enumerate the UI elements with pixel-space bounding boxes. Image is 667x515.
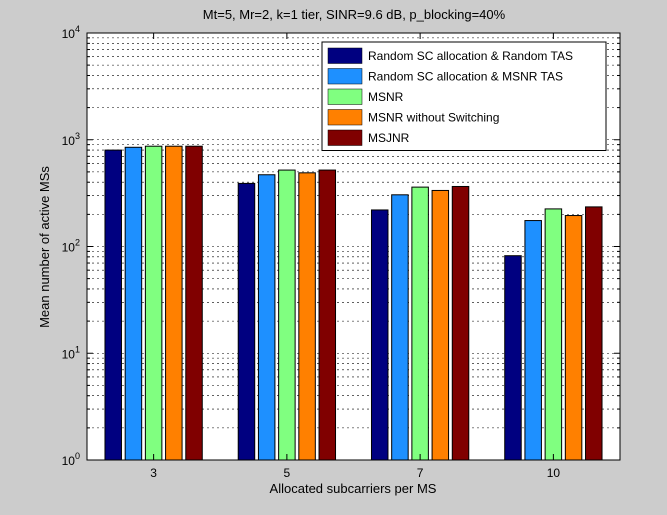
legend-swatch — [327, 88, 363, 105]
bar — [564, 215, 583, 461]
legend-swatch — [327, 68, 363, 85]
bar — [124, 146, 143, 461]
bar — [524, 220, 542, 461]
y-tick-label: 103 — [62, 131, 80, 148]
bar — [257, 174, 276, 461]
y-axis-label: Mean number of active MSs — [37, 166, 52, 328]
bar — [165, 145, 183, 461]
bar — [298, 172, 316, 461]
y-tick-label: 104 — [62, 24, 80, 41]
x-tick-label: 10 — [547, 466, 561, 480]
chart-title: Mt=5, Mr=2, k=1 tier, SINR=9.6 dB, p_blo… — [203, 7, 506, 22]
y-tick-label: 100 — [62, 451, 80, 468]
y-tick-label: 102 — [62, 238, 80, 255]
legend-label: MSJNR — [368, 131, 410, 145]
x-axis-label: Allocated subcarriers per MS — [270, 481, 437, 496]
x-tick-label: 3 — [150, 466, 157, 480]
bar — [185, 145, 203, 461]
bar — [370, 209, 389, 461]
bar — [104, 149, 122, 461]
bar — [544, 208, 563, 461]
legend-swatch — [327, 47, 363, 64]
bar — [504, 255, 522, 461]
legend-label: Random SC allocation & Random TAS — [368, 49, 573, 63]
legend-label: MSNR without Switching — [368, 111, 499, 125]
legend-swatch — [327, 129, 363, 146]
x-tick-label: 7 — [417, 466, 424, 480]
bar — [451, 185, 470, 461]
bar — [318, 169, 337, 461]
legend-label: Random SC allocation & MSNR TAS — [368, 70, 563, 84]
legend-box — [321, 41, 607, 151]
axis-ticks: 100 101 102 103 104 3 5 7 10 — [62, 24, 620, 480]
y-tick-label: 101 — [62, 344, 80, 361]
bar — [278, 169, 296, 461]
x-tick-label: 5 — [284, 466, 291, 480]
bars — [104, 145, 603, 461]
bar — [585, 206, 603, 461]
legend: Random SC allocation & Random TAS Random … — [321, 41, 607, 151]
bar — [237, 182, 256, 461]
legend-label: MSNR — [368, 90, 404, 104]
bar — [411, 186, 429, 461]
bar — [391, 194, 409, 461]
bar — [144, 145, 163, 461]
bar — [431, 189, 450, 461]
legend-swatch — [327, 109, 363, 126]
